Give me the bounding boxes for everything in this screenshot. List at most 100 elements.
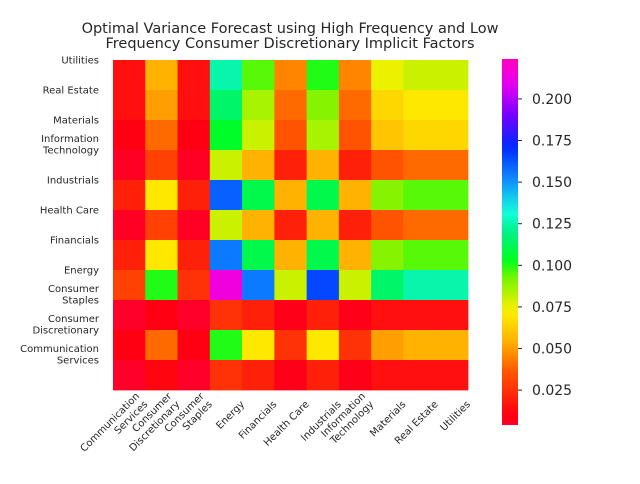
heatmap-cell-industrials-materials [371,180,404,211]
heatmap-cell-utilities-real-estate [403,60,437,91]
x-tick-label-energy: Energy [215,399,248,432]
heatmap-cell-consumer-staples-utilities [435,300,469,331]
heatmap-cell-consumer-discretionary-materials [371,330,404,361]
heatmap-cell-utilities-consumer-staples [177,60,211,91]
heatmap-cell-energy-communication-services [113,270,146,301]
heatmap-cell-communication-services-energy [209,360,243,391]
heatmap-cell-communication-services-information-technology [338,360,372,391]
heatmap-cell-energy-consumer-staples [177,270,211,301]
heatmap-cell-materials-consumer-staples [177,120,211,151]
heatmap-cell-consumer-staples-energy [209,300,243,331]
heatmap-cell-real-estate-information-technology [338,90,372,121]
heatmap-cell-consumer-staples-consumer-staples [177,300,211,331]
heatmap-cell-real-estate-communication-services [113,90,146,121]
heatmap-cell-real-estate-health-care [274,90,308,121]
colorbar-tick-label: 0.050 [532,342,572,358]
heatmap-cell-industrials-energy [209,180,243,211]
heatmap-cell-energy-financials [242,270,275,301]
heatmap-cell-health-care-energy [209,210,243,241]
x-tick-label-utilities: Utilities [439,399,473,433]
y-tick-label-energy: Energy [64,266,99,277]
colorbar-tick-label: 0.125 [532,217,572,233]
heatmap-cell-consumer-staples-industrials [306,300,340,331]
heatmap-cell-information-technology-materials [371,150,404,181]
heatmap-cell-materials-real-estate [403,120,437,151]
heatmap-cell-consumer-discretionary-energy [209,330,243,361]
heatmap-cell-materials-consumer-discretionary [145,120,178,151]
heatmap-cell-utilities-consumer-discretionary [145,60,178,91]
heatmap-cell-consumer-discretionary-consumer-staples [177,330,211,361]
heatmap-cell-consumer-discretionary-consumer-discretionary [145,330,178,361]
heatmap-cell-energy-consumer-discretionary [145,270,178,301]
heatmap-cell-real-estate-utilities [435,90,469,121]
heatmap-cell-information-technology-real-estate [403,150,437,181]
heatmap-cell-consumer-staples-health-care [274,300,308,331]
heatmap-cell-industrials-industrials [306,180,340,211]
heatmap-cell-communication-services-materials [371,360,404,391]
y-tick-label-materials: Materials [53,116,99,127]
heatmap-cell-energy-real-estate [403,270,437,301]
heatmap-cell-industrials-communication-services [113,180,146,211]
heatmap-cell-financials-real-estate [403,240,437,271]
heatmap-cell-real-estate-financials [242,90,275,121]
heatmap-cell-industrials-consumer-staples [177,180,211,211]
colorbar-tick-label: 0.100 [532,258,572,274]
heatmap-cell-financials-materials [371,240,404,271]
heatmap-cell-consumer-discretionary-information-technology [338,330,372,361]
heatmap-cell-financials-consumer-discretionary [145,240,178,271]
heatmap-cell-real-estate-industrials [306,90,340,121]
chart-title-line: Frequency Consumer Discretionary Implici… [105,36,474,52]
heatmap-cell-information-technology-consumer-staples [177,150,211,181]
heatmap-cell-materials-communication-services [113,120,146,151]
heatmap-cell-consumer-staples-consumer-discretionary [145,300,178,331]
colorbar-tick-label: 0.175 [532,134,572,150]
heatmap-cell-financials-information-technology [338,240,372,271]
y-tick-label-utilities: Utilities [61,56,99,67]
heatmap-cell-industrials-utilities [435,180,469,211]
heatmap-cell-utilities-industrials [306,60,340,91]
heatmap-cell-consumer-discretionary-communication-services [113,330,146,361]
heatmap-cell-consumer-discretionary-utilities [435,330,469,361]
heatmap-cell-financials-utilities [435,240,469,271]
heatmap-cell-utilities-energy [209,60,243,91]
heatmap-cell-financials-communication-services [113,240,146,271]
heatmap-cell-information-technology-communication-services [113,150,146,181]
heatmap-cell-consumer-staples-communication-services [113,300,146,331]
heatmap-cell-consumer-discretionary-health-care [274,330,308,361]
heatmap-cell-consumer-staples-information-technology [338,300,372,331]
y-tick-label-consumer-staples: Consumer Staples [48,284,100,307]
heatmap-cell-health-care-real-estate [403,210,437,241]
heatmap-cell-utilities-utilities [435,60,469,91]
heatmap-cell-energy-industrials [306,270,340,301]
y-tick-label-industrials: Industrials [47,176,99,187]
heatmap-cell-communication-services-utilities [435,360,469,391]
heatmap-cell-communication-services-financials [242,360,275,391]
heatmap-cell-industrials-consumer-discretionary [145,180,178,211]
heatmap-cell-industrials-health-care [274,180,308,211]
heatmap-cell-communication-services-communication-services [113,360,146,391]
heatmap-cell-energy-health-care [274,270,308,301]
heatmap-cell-health-care-financials [242,210,275,241]
heatmap-cell-utilities-communication-services [113,60,146,91]
heatmap-cell-consumer-staples-financials [242,300,275,331]
heatmap-cell-communication-services-consumer-discretionary [145,360,178,391]
heatmap-cell-information-technology-utilities [435,150,469,181]
heatmap-cell-industrials-information-technology [338,180,372,211]
colorbar [502,59,518,425]
heatmap-cell-real-estate-materials [371,90,404,121]
heatmap-cell-health-care-industrials [306,210,340,241]
heatmap-cell-financials-energy [209,240,243,271]
y-tick-label-financials: Financials [50,236,99,247]
heatmap-cell-financials-health-care [274,240,308,271]
heatmap-cell-industrials-financials [242,180,275,211]
heatmap-cell-communication-services-health-care [274,360,308,391]
colorbar-tick-label: 0.150 [532,175,572,191]
heatmap-cell-utilities-information-technology [338,60,372,91]
heatmap-cell-information-technology-health-care [274,150,308,181]
heatmap-cell-energy-information-technology [338,270,372,301]
heatmap-cell-financials-financials [242,240,275,271]
y-tick-label-information-technology: Information Technology [41,134,99,157]
heatmap-cell-information-technology-industrials [306,150,340,181]
